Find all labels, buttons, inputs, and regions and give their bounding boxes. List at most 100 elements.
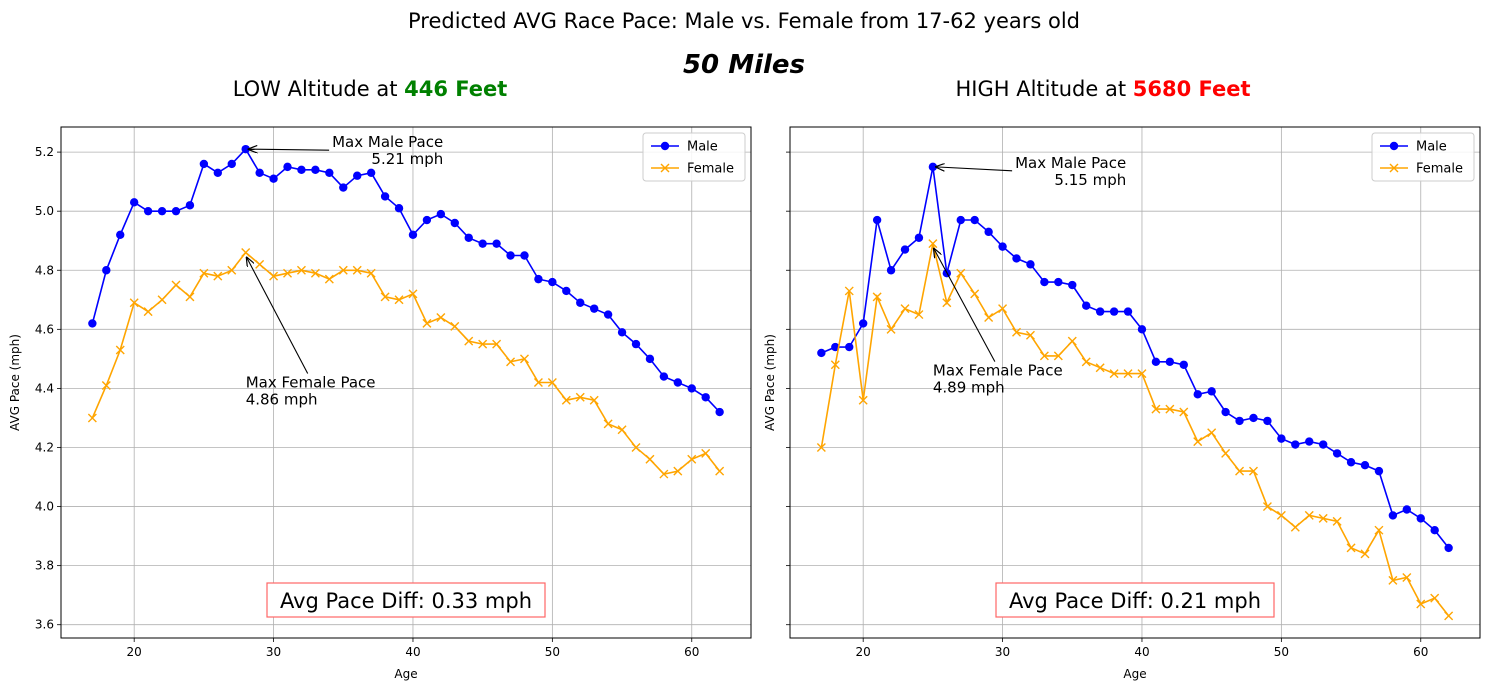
- panel-title-high-altitude: HIGH Altitude at 5680 Feet: [955, 77, 1250, 101]
- marker-stroke: [1346, 543, 1356, 553]
- data-point-male: [143, 206, 153, 216]
- marker-stroke: [1304, 510, 1314, 520]
- marker-stroke: [970, 289, 980, 299]
- data-point-female: [1207, 428, 1217, 438]
- data-point-female: [394, 295, 404, 305]
- y-tick-label: 5.0: [35, 204, 54, 218]
- marker-stroke: [1360, 549, 1370, 559]
- annotation-arrow: [247, 258, 309, 374]
- figure-subtitle: 50 Miles: [683, 50, 805, 80]
- marker-stroke: [1095, 363, 1105, 373]
- data-point-female: [1165, 404, 1175, 414]
- data-point-female: [1193, 437, 1203, 447]
- data-point-female: [1402, 572, 1412, 582]
- marker-stroke: [1067, 336, 1077, 346]
- marker-stroke: [101, 380, 111, 390]
- annotation-label: Max Female Pace: [933, 362, 1063, 380]
- annotation-label: Max Male Pace: [1015, 154, 1126, 172]
- marker-stroke: [422, 318, 432, 328]
- annotation-label: Max Female Pace: [246, 373, 376, 391]
- marker-stroke: [701, 448, 711, 458]
- marker-stroke: [241, 248, 251, 258]
- marker-stroke: [1444, 611, 1454, 621]
- marker-stroke: [673, 466, 683, 476]
- data-point-female: [687, 454, 697, 464]
- legend-marker: [660, 141, 670, 151]
- data-point-female: [255, 259, 265, 269]
- data-point-male: [241, 144, 250, 154]
- data-point-female: [1221, 448, 1231, 458]
- marker-stroke: [687, 454, 697, 464]
- annotation-arrow: [936, 167, 1013, 172]
- marker-stroke: [519, 354, 529, 364]
- annotation-label: Max Male Pace: [332, 133, 443, 151]
- data-point-male: [464, 233, 473, 242]
- marker-stroke: [547, 378, 557, 387]
- data-point-male: [129, 198, 139, 207]
- data-point-male: [1109, 307, 1119, 316]
- marker-stroke: [115, 345, 125, 355]
- data-point-female: [998, 304, 1008, 314]
- marker-stroke: [1179, 407, 1189, 417]
- marker-stroke: [464, 336, 474, 346]
- data-point-female: [844, 286, 854, 296]
- data-point-male: [1179, 360, 1188, 369]
- data-point-male: [1430, 525, 1439, 535]
- marker-stroke: [998, 304, 1008, 314]
- data-point-male: [506, 251, 515, 260]
- data-point-male: [1054, 277, 1063, 287]
- data-point-female: [900, 304, 910, 314]
- data-point-male: [1291, 440, 1300, 449]
- data-point-female: [1235, 466, 1245, 476]
- data-point-female: [645, 454, 655, 464]
- data-point-female: [1179, 407, 1189, 417]
- x-tick-label: 60: [684, 645, 699, 659]
- marker-stroke: [478, 339, 488, 349]
- legend-marker: [1389, 163, 1399, 173]
- data-point-female: [1388, 575, 1398, 585]
- data-point-female: [603, 419, 613, 429]
- data-point-female: [87, 413, 97, 423]
- data-point-female: [199, 268, 209, 278]
- marker-stroke: [492, 339, 502, 349]
- data-point-female: [984, 313, 994, 323]
- data-point-male: [673, 378, 683, 387]
- data-point-female: [701, 448, 711, 458]
- data-point-female: [157, 295, 167, 305]
- y-tick-label: 4.6: [35, 322, 54, 336]
- marker-stroke: [886, 324, 896, 334]
- data-point-female: [1109, 369, 1119, 379]
- data-point-male: [872, 215, 882, 225]
- data-point-male: [297, 165, 306, 175]
- marker-stroke: [1221, 448, 1231, 458]
- y-tick-label: 4.2: [35, 440, 54, 454]
- data-point-male: [1332, 449, 1342, 458]
- data-point-male: [659, 372, 669, 381]
- data-point-female: [115, 345, 125, 355]
- data-point-male: [715, 407, 724, 417]
- chart-panel-low-altitude: LOW Altitude at 446 Feet 20 30 40 50 60 3.6 3.…: [8, 77, 752, 681]
- panel-title-altitude-value: 446 Feet: [404, 77, 507, 101]
- data-point-female: [1248, 466, 1258, 476]
- marker-stroke: [450, 321, 460, 331]
- data-point-male: [520, 251, 529, 260]
- data-point-female: [956, 268, 966, 278]
- marker-stroke: [956, 268, 966, 278]
- data-point-female: [1067, 336, 1077, 346]
- data-point-male: [1318, 440, 1328, 449]
- data-point-female: [506, 357, 516, 367]
- data-point-male: [858, 319, 868, 328]
- data-point-female: [1318, 513, 1328, 523]
- data-point-male: [1068, 280, 1077, 290]
- data-point-male: [701, 393, 710, 402]
- data-point-male: [450, 218, 459, 228]
- data-point-male: [366, 168, 376, 177]
- avg-pace-diff-box: Avg Pace Diff: 0.33 mph: [266, 582, 546, 618]
- annotation-arrow: [249, 149, 330, 150]
- legend-entry-male: Male: [1380, 140, 1447, 155]
- marker-stroke: [283, 268, 293, 278]
- marker-stroke: [157, 295, 167, 305]
- data-point-male: [984, 227, 993, 237]
- data-point-female: [858, 395, 868, 405]
